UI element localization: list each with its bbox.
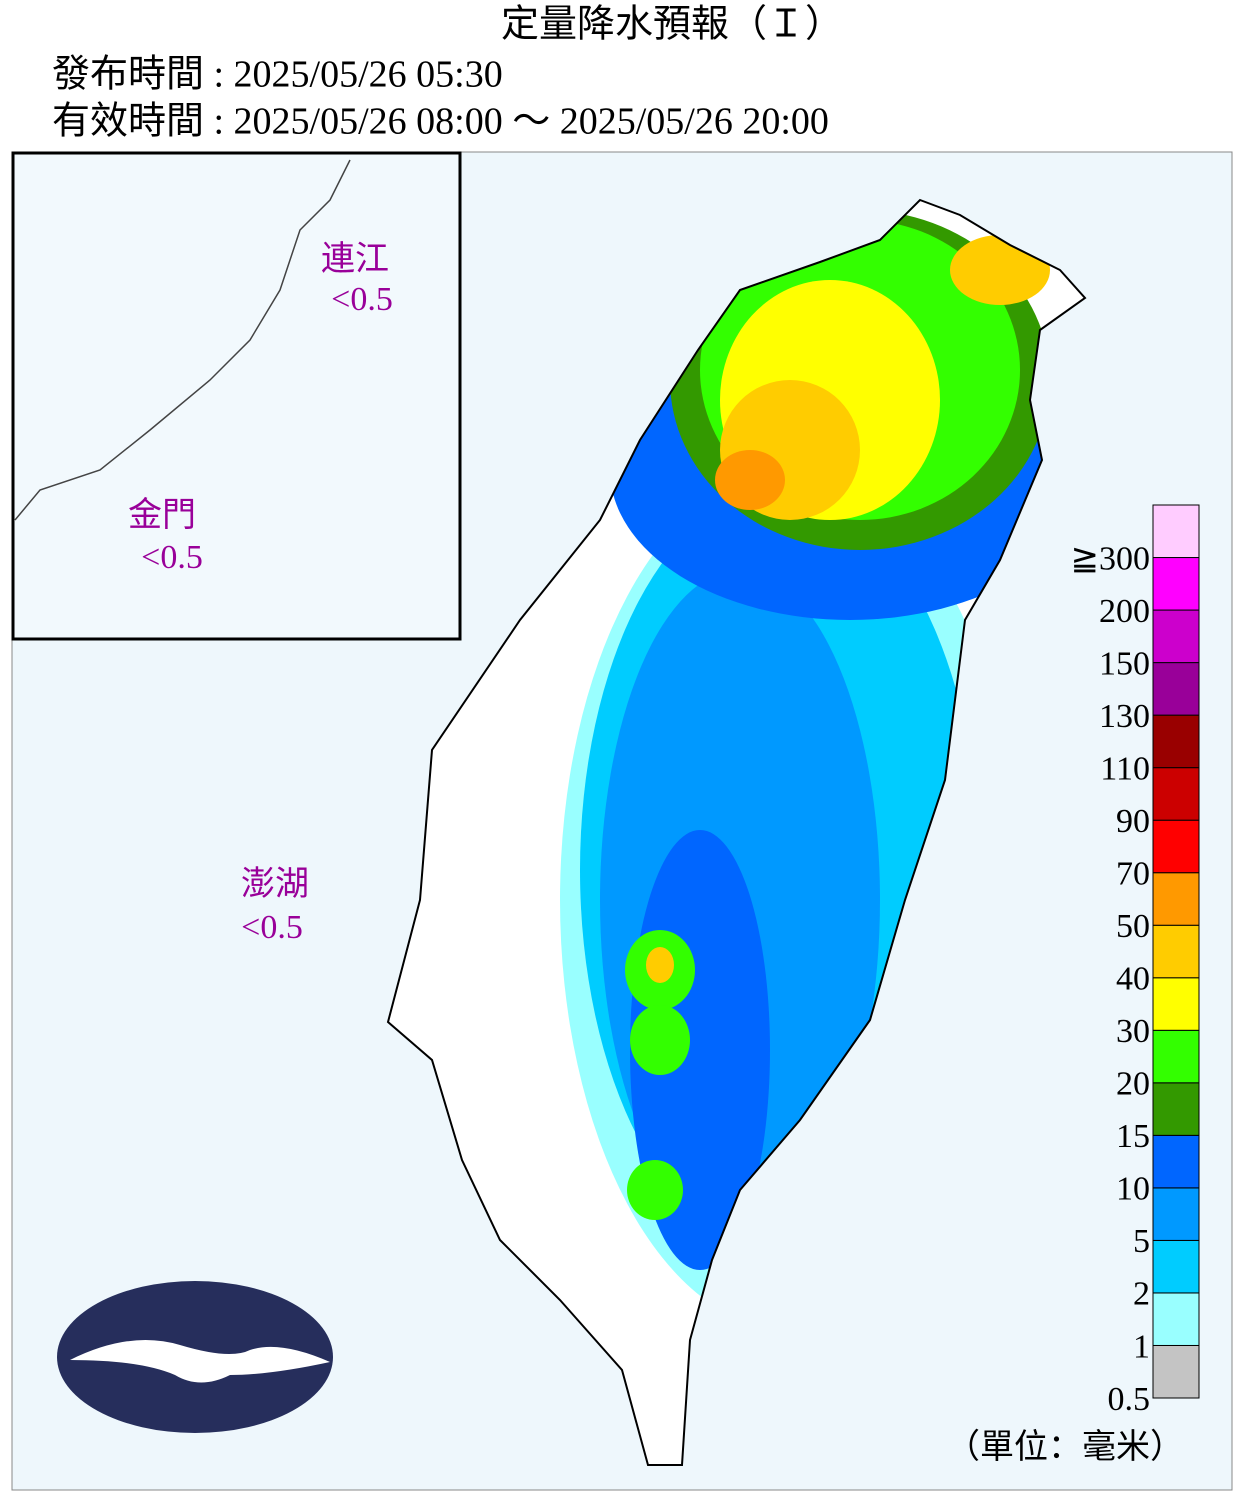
legend-label: 2 <box>1133 1276 1150 1313</box>
legend-label: 130 <box>1099 698 1150 735</box>
legend-swatch <box>1152 819 1200 874</box>
legend-label: 40 <box>1116 961 1150 998</box>
issued-time: 發布時間 : 2025/05/26 05:30 <box>52 54 503 96</box>
legend-swatch <box>1152 1187 1200 1241</box>
legend-label: 0.5 <box>1108 1381 1151 1418</box>
legend-swatch <box>1152 1344 1200 1399</box>
legend-label: 150 <box>1099 645 1150 682</box>
legend-swatch <box>1152 1239 1200 1294</box>
island-name: 連江 <box>321 240 389 278</box>
legend-label: 70 <box>1116 856 1150 893</box>
legend-label: 200 <box>1099 593 1150 630</box>
logo-swirl <box>70 1340 330 1383</box>
legend-label: 50 <box>1116 908 1150 945</box>
island-value: <0.5 <box>331 281 393 318</box>
legend-swatch <box>1152 977 1200 1031</box>
legend-swatch <box>1152 1082 1200 1136</box>
legend-label: 1 <box>1133 1328 1150 1365</box>
rain-field <box>560 210 1085 1330</box>
valid-time: 有效時間 : 2025/05/26 08:00 ～ 2025/05/26 20:… <box>52 101 829 143</box>
legend-swatch <box>1152 557 1200 611</box>
legend-swatch <box>1152 504 1200 559</box>
coast <box>14 159 351 521</box>
legend-label: 10 <box>1116 1171 1150 1208</box>
legend-swatch <box>1152 1029 1200 1084</box>
legend-swatch <box>1152 767 1200 821</box>
island-value: <0.5 <box>241 909 303 946</box>
legend-unit: （單位：毫米） <box>946 1428 1184 1466</box>
inset-frame <box>11 151 462 641</box>
legend-swatch <box>1152 714 1200 769</box>
legend-label: 5 <box>1133 1223 1150 1260</box>
island-name: 澎湖 <box>241 865 309 903</box>
title: 定量降水預報（Ｉ） <box>501 4 843 46</box>
legend-label: ≧300 <box>1071 540 1151 577</box>
legend-swatch <box>1152 924 1200 979</box>
legend-label: 20 <box>1116 1066 1150 1103</box>
legend-label: 110 <box>1100 750 1150 787</box>
legend-swatch <box>1152 609 1200 664</box>
legend-swatch <box>1152 872 1200 926</box>
legend-swatch <box>1152 662 1200 716</box>
taiwan-outline <box>386 198 1087 1466</box>
island-value: <0.5 <box>141 539 203 576</box>
legend-swatch <box>1152 1134 1200 1189</box>
legend-label: 15 <box>1116 1118 1150 1155</box>
legend-swatch <box>1152 1292 1200 1346</box>
legend: 0.5 1 2 5 10 15 20 30 40 50 70 90 110 130 150 200 ≧300 <box>1071 504 1200 1418</box>
legend-label: 90 <box>1116 803 1150 840</box>
island-name: 金門 <box>128 496 196 534</box>
legend-label: 30 <box>1116 1013 1150 1050</box>
